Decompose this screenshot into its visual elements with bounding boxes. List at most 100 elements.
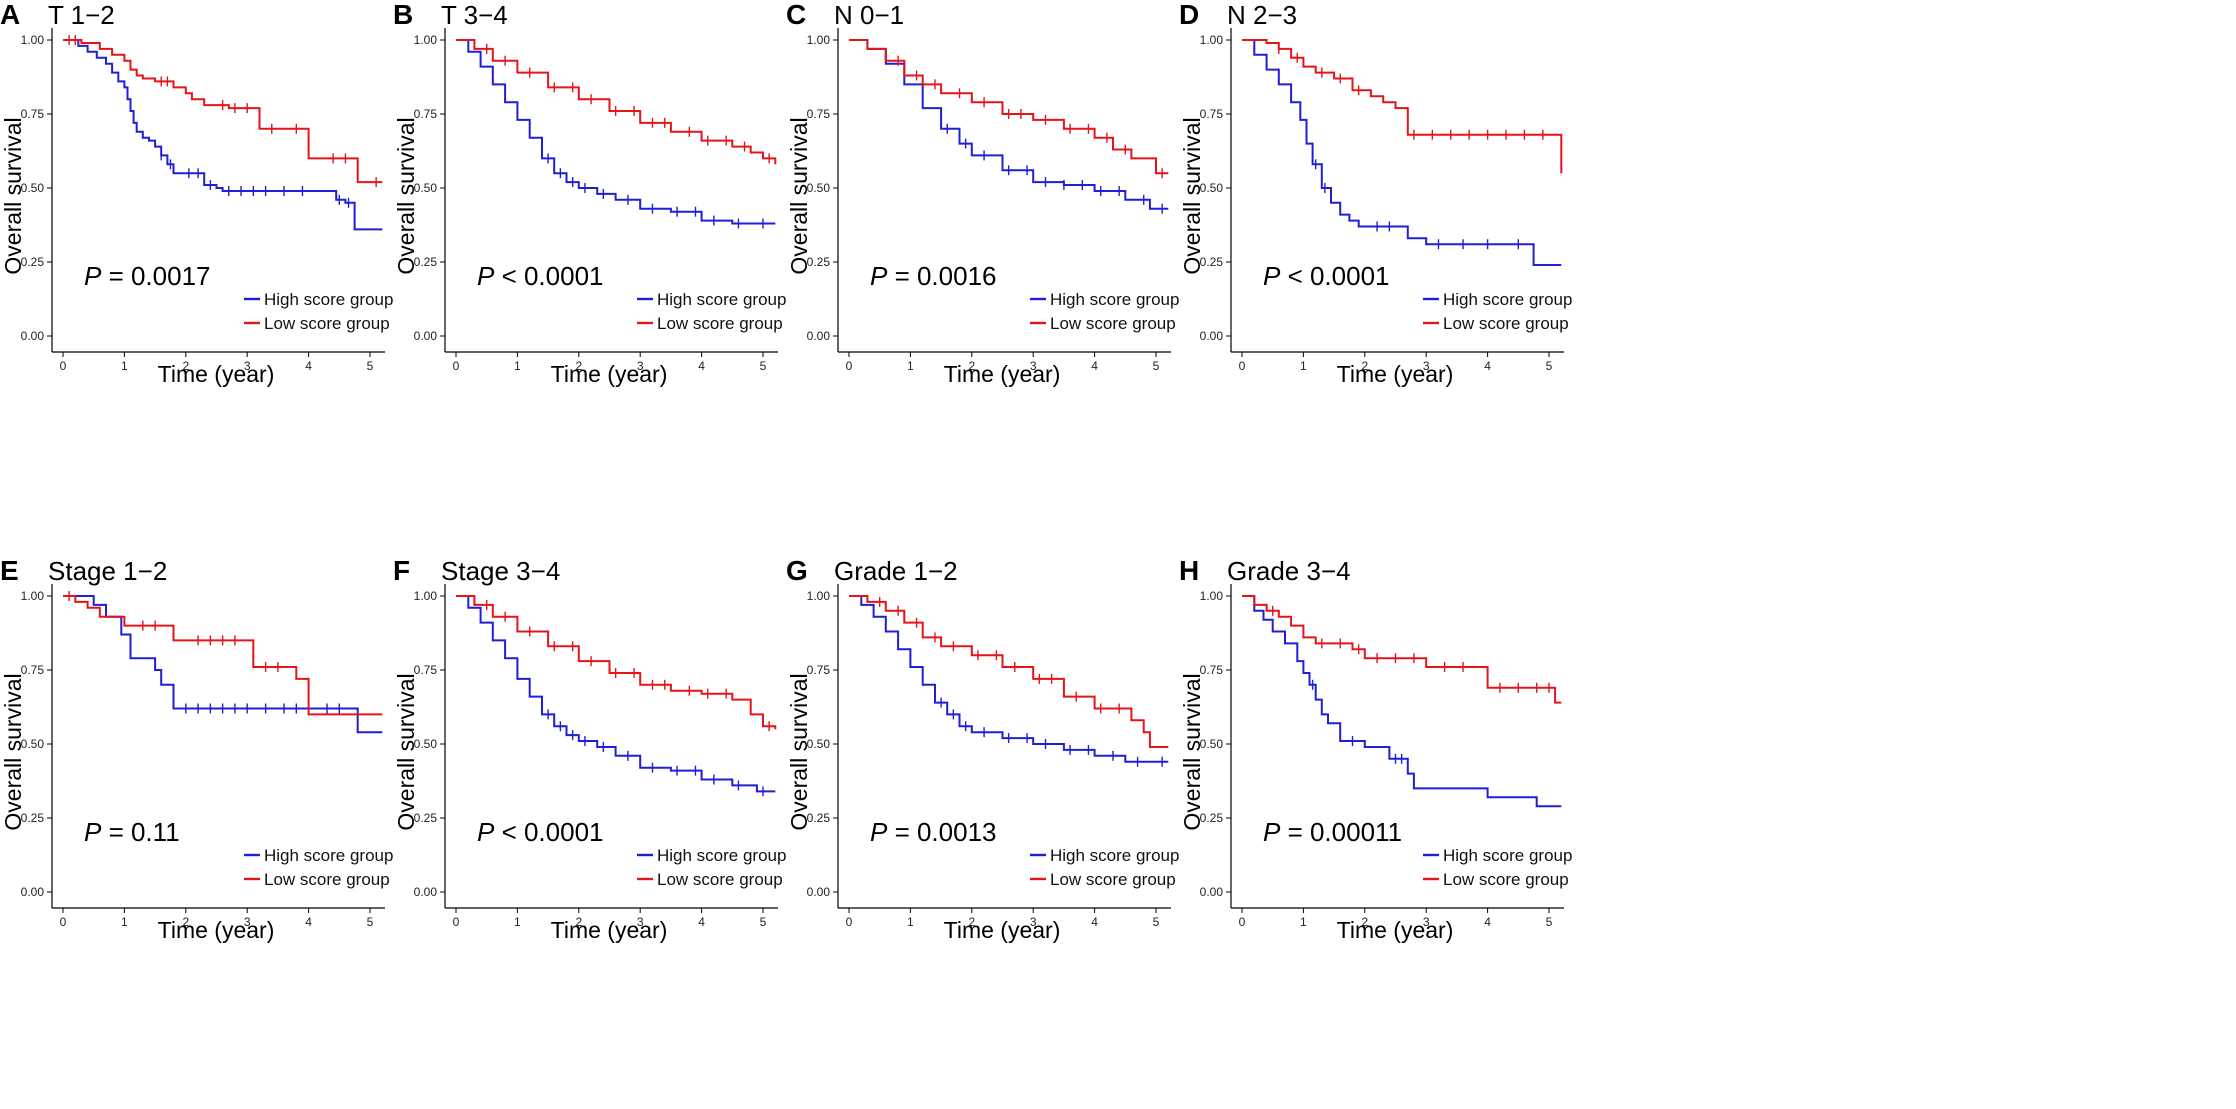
legend-label-low: Low score group <box>1050 870 1176 889</box>
panel-letter: E <box>0 555 19 586</box>
y-axis-label: Overall survival <box>786 673 812 830</box>
p-value-symbol: P <box>84 817 102 847</box>
y-tick-label: 1.00 <box>1200 33 1224 47</box>
y-tick-label: 1.00 <box>414 33 438 47</box>
x-tick-label: 4 <box>1091 359 1098 373</box>
x-tick-label: 0 <box>453 359 460 373</box>
p-value: P < 0.0001 <box>1263 261 1390 291</box>
panel-title: T 1−2 <box>48 0 115 30</box>
legend-label-high: High score group <box>264 290 393 309</box>
x-tick-label: 2 <box>182 915 189 929</box>
x-tick-label: 1 <box>1300 915 1307 929</box>
panel-title: Grade 3−4 <box>1227 556 1351 586</box>
km-curve-high <box>849 39 1169 210</box>
y-axis-label: Overall survival <box>0 117 26 274</box>
legend-label-low: Low score group <box>264 870 390 889</box>
km-curve-low <box>1242 595 1562 704</box>
y-tick-label: 0.25 <box>1200 255 1224 269</box>
x-tick-label: 2 <box>1361 359 1368 373</box>
x-tick-label: 5 <box>367 915 374 929</box>
p-value-symbol: P <box>870 817 888 847</box>
km-curve-low <box>456 595 777 730</box>
x-tick-label: 1 <box>907 359 914 373</box>
x-axis-label: Time (year) <box>1337 917 1454 943</box>
legend-label-low: Low score group <box>657 870 783 889</box>
x-tick-label: 2 <box>968 915 975 929</box>
y-tick-label: 0.25 <box>21 255 45 269</box>
p-value-text: = 0.0013 <box>887 817 996 847</box>
x-tick-label: 2 <box>575 915 582 929</box>
panel-letter: A <box>0 0 20 30</box>
p-value-symbol: P <box>477 817 495 847</box>
y-tick-label: 0.50 <box>1200 737 1224 751</box>
p-value-symbol: P <box>1263 261 1281 291</box>
x-tick-label: 2 <box>1361 915 1368 929</box>
x-tick-label: 5 <box>367 359 374 373</box>
panel-letter: D <box>1179 0 1199 30</box>
y-tick-label: 0.25 <box>414 811 438 825</box>
x-tick-label: 2 <box>968 359 975 373</box>
km-panel-d: D N 2−3 0.00 0.25 0.50 0.75 1.00 0 1 2 3 4 5 Time (ye… <box>1179 0 1572 387</box>
y-tick-label: 0.50 <box>21 181 45 195</box>
x-tick-label: 4 <box>698 359 705 373</box>
x-tick-label: 3 <box>244 359 251 373</box>
panel-letter: F <box>393 555 410 586</box>
legend-label-low: Low score group <box>657 314 783 333</box>
y-axis-label: Overall survival <box>1179 673 1205 830</box>
x-tick-label: 0 <box>846 915 853 929</box>
x-tick-label: 3 <box>637 915 644 929</box>
p-value: P = 0.0016 <box>870 261 997 291</box>
x-tick-label: 5 <box>1153 915 1160 929</box>
legend-label-low: Low score group <box>1050 314 1176 333</box>
y-tick-label: 1.00 <box>21 589 45 603</box>
panel-letter: G <box>786 555 808 586</box>
x-axis-label: Time (year) <box>551 361 668 387</box>
km-curve-high <box>1242 39 1562 266</box>
y-tick-label: 0.00 <box>414 885 438 899</box>
y-tick-label: 0.25 <box>21 811 45 825</box>
x-tick-label: 3 <box>1423 915 1430 929</box>
y-tick-label: 0.50 <box>414 181 438 195</box>
panel-title: T 3−4 <box>441 0 508 30</box>
y-tick-label: 0.25 <box>807 255 831 269</box>
y-tick-label: 0.25 <box>807 811 831 825</box>
legend-label-high: High score group <box>657 846 786 865</box>
y-tick-label: 0.00 <box>807 885 831 899</box>
km-curve-low <box>456 39 777 165</box>
x-tick-label: 4 <box>1484 915 1491 929</box>
x-tick-label: 4 <box>305 359 312 373</box>
x-tick-label: 1 <box>121 915 128 929</box>
panel-letter: H <box>1179 555 1199 586</box>
p-value: P = 0.00011 <box>1263 817 1402 847</box>
km-panel-e: E Stage 1−2 0.00 0.25 0.50 0.75 1.00 0 1 2 3 4 5 Time… <box>0 555 393 943</box>
x-tick-label: 5 <box>760 359 767 373</box>
x-tick-label: 0 <box>60 359 67 373</box>
y-axis-label: Overall survival <box>393 673 419 830</box>
km-panel-f: F Stage 3−4 0.00 0.25 0.50 0.75 1.00 0 1 2 3 4 5 Time… <box>393 555 786 943</box>
km-curve-low <box>849 39 1169 175</box>
p-value-text: = 0.0016 <box>887 261 996 291</box>
legend-label-high: High score group <box>657 290 786 309</box>
km-panel-h: H Grade 3−4 0.00 0.25 0.50 0.75 1.00 0 1 2 3 4 5 Time… <box>1179 555 1572 943</box>
x-tick-label: 3 <box>1423 359 1430 373</box>
x-tick-label: 4 <box>698 915 705 929</box>
panel-letter: B <box>393 0 413 30</box>
x-tick-label: 4 <box>1091 915 1098 929</box>
x-tick-label: 0 <box>1239 359 1246 373</box>
y-tick-label: 0.75 <box>1200 663 1224 677</box>
km-panel-a: A T 1−2 0.00 0.25 0.50 0.75 1.00 0 1 2 3 4 5 Time (ye… <box>0 0 393 387</box>
km-curve-high <box>63 595 383 734</box>
p-value: P = 0.11 <box>84 817 180 847</box>
panel-title: Stage 3−4 <box>441 556 560 586</box>
y-tick-label: 1.00 <box>21 33 45 47</box>
panel-title: N 0−1 <box>834 0 904 30</box>
x-tick-label: 5 <box>760 915 767 929</box>
y-tick-label: 0.75 <box>1200 107 1224 121</box>
y-tick-label: 0.75 <box>21 663 45 677</box>
km-curve-high <box>63 39 383 231</box>
x-axis-label: Time (year) <box>551 917 668 943</box>
p-value-symbol: P <box>1263 817 1281 847</box>
x-tick-label: 1 <box>514 359 521 373</box>
legend-label-low: Low score group <box>1443 314 1569 333</box>
